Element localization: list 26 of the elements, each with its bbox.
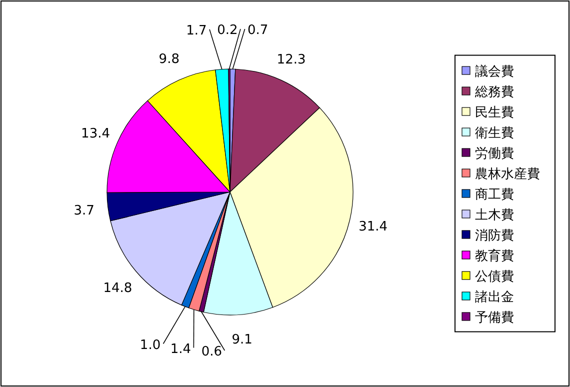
- legend-label: 民生費: [475, 106, 514, 120]
- data-label: 13.4: [81, 126, 110, 142]
- data-label: 1.0: [140, 338, 161, 353]
- data-label: 0.2: [217, 23, 238, 38]
- data-label: 0.7: [247, 23, 268, 38]
- data-label: 31.4: [358, 220, 388, 235]
- legend-label: 農林水産費: [475, 166, 540, 182]
- legend-label: 教育費: [475, 248, 514, 264]
- legend-label: 衛生費: [475, 126, 514, 141]
- legend-label: 土木費: [475, 208, 514, 223]
- data-label: 14.8: [103, 280, 132, 296]
- legend-label: 予備費: [475, 310, 514, 326]
- legend-label: 公債費: [475, 270, 514, 284]
- data-label: 9.1: [232, 332, 252, 348]
- legend-label: 商工費: [475, 188, 514, 202]
- data-label: 1.4: [170, 342, 192, 357]
- data-label: 9.8: [158, 52, 180, 68]
- data-label: 0.6: [201, 344, 222, 360]
- legend-label: 議会費: [475, 64, 514, 80]
- data-label: 3.7: [74, 204, 94, 219]
- data-label: 1.7: [186, 23, 207, 38]
- legend-label: 総務費: [474, 85, 514, 100]
- legend-label: 労働費: [475, 146, 514, 162]
- data-label: 12.3: [276, 52, 306, 68]
- legend-label: 諸出金: [475, 290, 514, 305]
- legend-label: 消防費: [475, 228, 514, 244]
